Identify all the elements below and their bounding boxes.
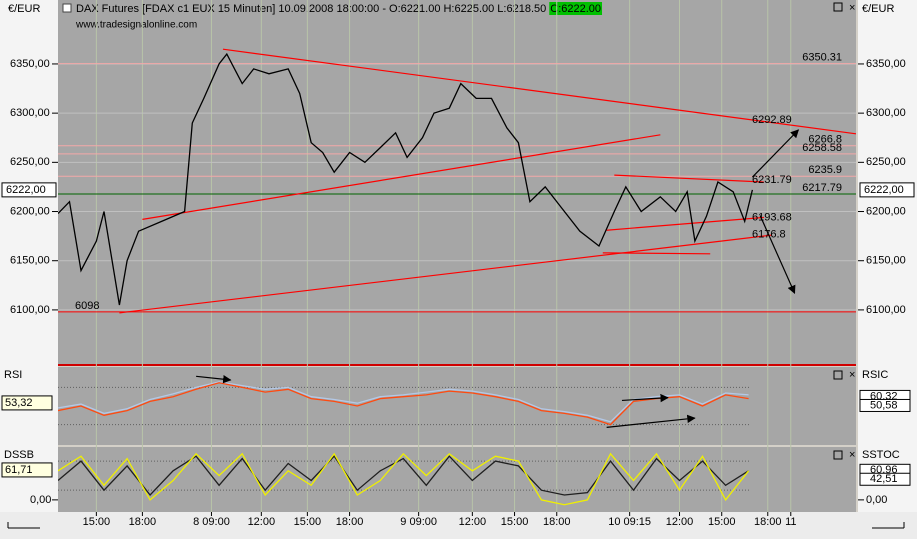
readout-box: [1, 395, 53, 411]
close-button[interactable]: ×: [849, 2, 855, 14]
x-tick-label: 15:00: [83, 516, 111, 528]
y-tick-label: 6350,00: [866, 58, 906, 70]
panel-label: RSIC: [862, 369, 888, 381]
x-tick-label: 9 09:00: [400, 516, 437, 528]
chart-title: DAX Futures [FDAX c1 EUX 15 Minuten] 10.…: [76, 3, 546, 15]
y-tick-label: 6150,00: [866, 255, 906, 267]
last-price-label: 6222,00: [864, 184, 904, 196]
last-price-label: 6222,00: [6, 184, 46, 196]
symbol-icon: [62, 3, 72, 13]
last-price-box: [1, 182, 57, 198]
y-tick-label: 0,00: [866, 494, 887, 506]
right-axis-bg: [858, 0, 917, 512]
x-tick-label: 18:00: [336, 516, 364, 528]
readout-label: 42,51: [870, 473, 898, 485]
y-tick-label: 6150,00: [10, 255, 50, 267]
close-label-bg: [549, 2, 603, 15]
y-tick-label: 6100,00: [866, 304, 906, 316]
maximize-button[interactable]: [833, 450, 843, 460]
readout-box: [1, 462, 53, 478]
x-tick-label: 12:00: [248, 516, 276, 528]
arrow: [606, 414, 696, 428]
readout-box: [859, 472, 911, 486]
annotation: 6292.89: [752, 114, 792, 126]
trendline: [602, 252, 711, 255]
arrow: [621, 393, 669, 403]
arrow: [759, 215, 796, 294]
left-axis-bg: [0, 0, 58, 512]
x-tick-label: 11: [785, 516, 796, 528]
panel-label: DSSB: [4, 449, 34, 461]
indicator-line: [58, 452, 750, 506]
trendline: [614, 174, 764, 183]
readout-box: [859, 398, 911, 412]
annotation: 6193.68: [752, 212, 792, 224]
trendline: [119, 234, 772, 314]
y-tick-label: 0,00: [30, 494, 51, 506]
x-tick-label: 12:00: [666, 516, 694, 528]
last-price-box: [859, 182, 915, 198]
indicator-line: [58, 455, 749, 496]
level-label: 6258.58: [802, 142, 842, 154]
y-tick-label: 6300,00: [866, 107, 906, 119]
x-tick-label: 15:00: [501, 516, 529, 528]
trendline: [606, 216, 764, 231]
level-label: 6350.31: [802, 52, 842, 64]
annotation: 6231.79: [752, 174, 792, 186]
subtitle: www.tradesignalonline.com: [75, 20, 197, 31]
x-tick-label: 8 09:00: [193, 516, 230, 528]
level-label: 6217.79: [802, 182, 842, 194]
y-tick-label: 6100,00: [10, 304, 50, 316]
indicator-line: [58, 382, 749, 426]
x-tick-label: 10 09:15: [608, 516, 651, 528]
y-axis-label: €/EUR: [862, 3, 894, 15]
price-line: [58, 52, 754, 306]
time-axis-bg: [0, 512, 917, 539]
arrow: [751, 129, 800, 178]
x-tick-label: 15:00: [708, 516, 736, 528]
x-tick-label: 12:00: [459, 516, 487, 528]
panel-label: RSI: [4, 369, 22, 381]
rsi-panel: [58, 367, 856, 445]
maximize-button[interactable]: [833, 2, 843, 12]
x-tick-label: 18:00: [754, 516, 782, 528]
close-button[interactable]: ×: [849, 449, 855, 461]
maximize-button[interactable]: [833, 370, 843, 380]
close-button[interactable]: ×: [849, 369, 855, 381]
level-label: 6098: [75, 300, 99, 312]
x-tick-label: 18:00: [543, 516, 571, 528]
readout-label: 61,71: [5, 464, 33, 476]
trendline: [142, 134, 661, 220]
level-label: 6235.9: [808, 164, 842, 176]
close-label: C:6222.00: [550, 3, 601, 15]
trendline: [222, 48, 856, 135]
dssb-panel: [58, 447, 856, 512]
level-label: 6266.8: [808, 134, 842, 146]
y-tick-label: 6350,00: [10, 58, 50, 70]
y-tick-label: 6300,00: [10, 107, 50, 119]
y-axis-label: €/EUR: [8, 3, 40, 15]
scroll-left-button[interactable]: [7, 522, 40, 529]
panel-label: SSTOC: [862, 449, 900, 461]
arrow: [196, 375, 232, 384]
y-tick-label: 6250,00: [866, 156, 906, 168]
scroll-right-button[interactable]: [872, 522, 905, 529]
readout-label: 50,58: [870, 399, 898, 411]
y-tick-label: 6250,00: [10, 156, 50, 168]
x-tick-label: 18:00: [129, 516, 157, 528]
readout-label: 53,32: [5, 397, 33, 409]
y-tick-label: 6200,00: [866, 205, 906, 217]
x-tick-label: 15:00: [294, 516, 322, 528]
y-tick-label: 6200,00: [10, 205, 50, 217]
